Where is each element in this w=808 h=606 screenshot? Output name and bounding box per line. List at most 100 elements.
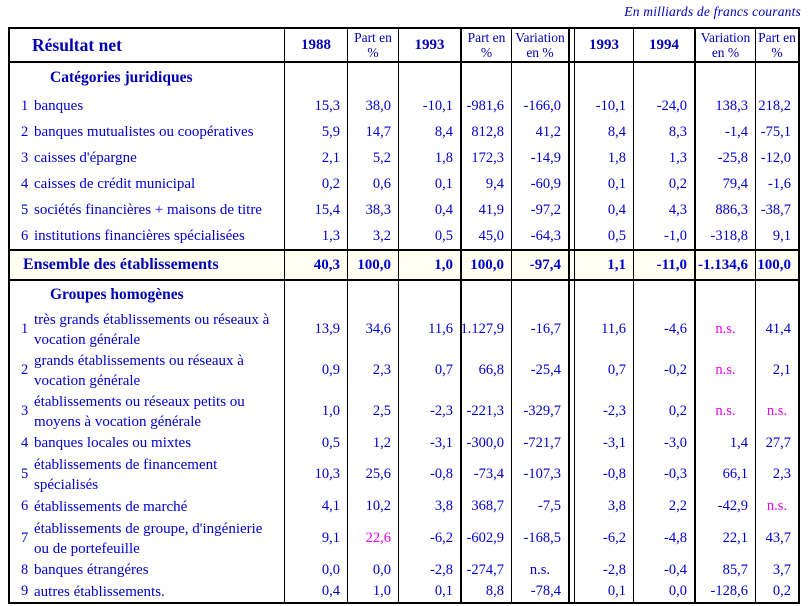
value-cell: 0,0 xyxy=(284,559,347,581)
value-cell xyxy=(574,281,633,309)
value-cell xyxy=(398,281,460,309)
table-row: 3 établissements ou réseaux petits ou moy… xyxy=(10,391,798,432)
value-cell: -97,4 xyxy=(511,251,568,279)
value-cell xyxy=(284,63,347,93)
table-row: 8 banques étrangéres 0,0 0,0 -2,8 -274,7 n.s. -… xyxy=(10,559,798,581)
value-cell: 22,6 xyxy=(347,518,398,559)
row-number: 1 xyxy=(21,97,29,114)
value-cell: 13,9 xyxy=(284,309,347,350)
row-label-cell: 8 banques étrangéres xyxy=(10,559,284,581)
value-cell: -12,0 xyxy=(755,145,798,171)
value-cell: 100,0 xyxy=(347,251,398,279)
value-cell: -1,4 xyxy=(694,119,755,145)
value-cell: -107,3 xyxy=(511,454,568,495)
value-cell: 34,6 xyxy=(347,309,398,350)
table-row: 4 banques locales ou mixtes 0,5 1,2 -3,1 -300… xyxy=(10,432,798,454)
value-cell: -60,9 xyxy=(511,171,568,197)
row-label: sociétés financières + maisons de titre xyxy=(34,202,262,218)
value-cell: -97,2 xyxy=(511,197,568,223)
value-cell: 10,3 xyxy=(284,454,347,495)
value-cell: -24,0 xyxy=(633,93,694,119)
row-number: 2 xyxy=(21,123,29,140)
value-cell: -0,4 xyxy=(633,559,694,581)
row-label: caisses d'épargne xyxy=(34,150,137,166)
value-cell: 11,6 xyxy=(574,309,633,350)
row-number: 3 xyxy=(21,403,29,419)
value-cell: 3,7 xyxy=(755,559,798,581)
value-cell: -2,8 xyxy=(574,559,633,581)
value-cell: -64,3 xyxy=(511,223,568,249)
value-cell: 40,3 xyxy=(284,251,347,279)
value-cell: -10,1 xyxy=(574,93,633,119)
value-cell: 41,4 xyxy=(755,309,798,350)
value-cell: 3,8 xyxy=(398,495,460,518)
value-cell: -166,0 xyxy=(511,93,568,119)
value-cell: -42,9 xyxy=(694,495,755,518)
value-cell: 41,9 xyxy=(460,197,511,223)
col-header: Variation en % xyxy=(511,29,568,61)
value-cell: 45,0 xyxy=(460,223,511,249)
value-cell: -0,3 xyxy=(633,454,694,495)
double-rule-spacer xyxy=(568,454,574,495)
row-label-cell: 6 institutions financières spécialisées xyxy=(10,223,284,249)
value-cell: 22,1 xyxy=(694,518,755,559)
value-cell: -1.134,6 xyxy=(694,251,755,279)
table-row: 7 établissements de groupe, d'ingénierie … xyxy=(10,518,798,559)
value-cell: 2,3 xyxy=(347,350,398,391)
section-heading-row: Groupes homogènes xyxy=(10,281,798,309)
value-cell: -2,3 xyxy=(398,391,460,432)
value-cell: 66,8 xyxy=(460,350,511,391)
row-label-cell: 3 établissements ou réseaux petits ou moy… xyxy=(10,391,284,432)
double-rule-spacer xyxy=(568,29,574,61)
value-cell: 27,7 xyxy=(755,432,798,454)
value-cell: 2,1 xyxy=(755,350,798,391)
value-cell: 0,7 xyxy=(574,350,633,391)
net-result-table: Résultat net 1988 Part en % 1993 Part en % V… xyxy=(8,27,800,604)
value-cell: -6,2 xyxy=(574,518,633,559)
value-cell: 10,2 xyxy=(347,495,398,518)
value-cell: 0,5 xyxy=(284,432,347,454)
value-cell: 79,4 xyxy=(694,171,755,197)
double-rule-spacer xyxy=(568,93,574,119)
value-cell: 41,2 xyxy=(511,119,568,145)
col-header: 1994 xyxy=(633,29,694,61)
table-row: 2 banques mutualistes ou coopératives 5,9 1… xyxy=(10,119,798,145)
value-cell: 138,3 xyxy=(694,93,755,119)
value-cell: -602,9 xyxy=(460,518,511,559)
value-cell: 100,0 xyxy=(460,251,511,279)
value-cell: -128,6 xyxy=(694,581,755,602)
value-cell: -73,4 xyxy=(460,454,511,495)
value-cell xyxy=(347,281,398,309)
value-cell xyxy=(460,281,511,309)
value-cell: 1,0 xyxy=(347,581,398,602)
value-cell: -2,3 xyxy=(574,391,633,432)
value-cell: -221,3 xyxy=(460,391,511,432)
value-cell: -318,8 xyxy=(694,223,755,249)
value-cell: 218,2 xyxy=(755,93,798,119)
value-cell: 100,0 xyxy=(755,251,798,279)
double-rule-spacer xyxy=(568,559,574,581)
value-cell: 14,7 xyxy=(347,119,398,145)
value-cell: 0,1 xyxy=(398,171,460,197)
row-label: institutions financières spécialisées xyxy=(34,228,245,244)
value-cell xyxy=(633,281,694,309)
value-cell: -14,9 xyxy=(511,145,568,171)
value-cell: -2,8 xyxy=(398,559,460,581)
units-note: En milliards de francs courants xyxy=(624,4,801,19)
value-cell: 2,2 xyxy=(633,495,694,518)
section-heading-row: Catégories juridiques xyxy=(10,63,798,93)
value-cell: 85,7 xyxy=(694,559,755,581)
value-cell: -1,6 xyxy=(755,171,798,197)
value-cell: 4,3 xyxy=(633,197,694,223)
value-cell: -7,5 xyxy=(511,495,568,518)
row-label: banques locales ou mixtes xyxy=(34,435,192,451)
value-cell: -75,1 xyxy=(755,119,798,145)
row-number: 3 xyxy=(21,149,29,166)
value-cell: 0,0 xyxy=(633,581,694,602)
total-label: Ensemble des établissements xyxy=(23,256,219,273)
row-number: 1 xyxy=(21,321,29,337)
value-cell: -3,1 xyxy=(398,432,460,454)
value-cell: 43,7 xyxy=(755,518,798,559)
value-cell: 0,9 xyxy=(284,350,347,391)
value-cell: -3,1 xyxy=(574,432,633,454)
